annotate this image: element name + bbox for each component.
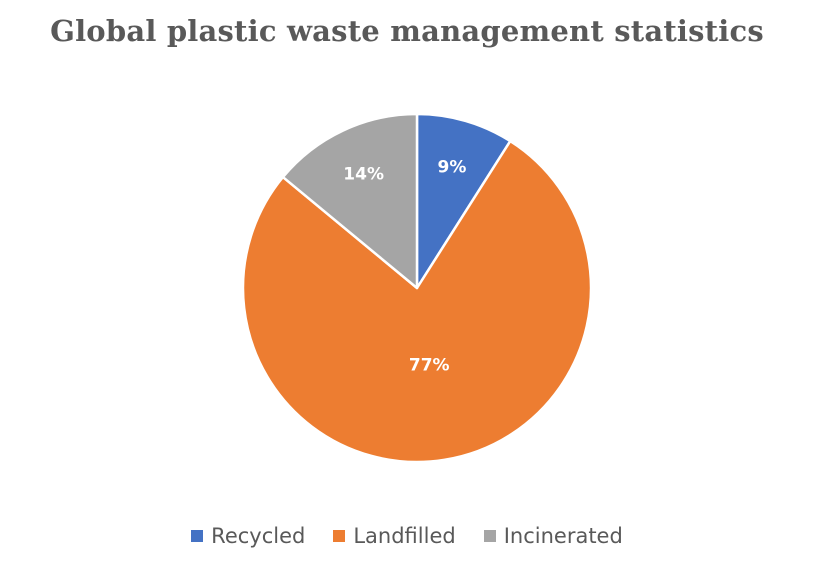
chart-title: Global plastic waste management statisti… [50, 14, 764, 48]
pie-slice-recycled [415, 112, 512, 290]
data-label-recycled: 9% [438, 158, 467, 178]
legend-item-recycled: Recycled [191, 524, 305, 548]
legend: Recycled Landfilled Incinerated [0, 524, 814, 548]
legend-item-landfilled: Landfilled [333, 524, 456, 548]
legend-label-incinerated: Incinerated [503, 524, 623, 548]
legend-swatch-incinerated [483, 530, 496, 542]
pie-slice-landfilled [241, 139, 593, 464]
legend-swatch-landfilled [333, 530, 346, 542]
data-label-landfilled: 77% [409, 355, 450, 375]
data-label-incinerated: 14% [343, 165, 384, 185]
legend-swatch-recycled [191, 530, 204, 542]
legend-label-landfilled: Landfilled [353, 524, 456, 548]
legend-label-recycled: Recycled [211, 524, 306, 548]
legend-item-incinerated: Incinerated [483, 524, 623, 548]
pie-slice-incinerated [281, 112, 419, 290]
